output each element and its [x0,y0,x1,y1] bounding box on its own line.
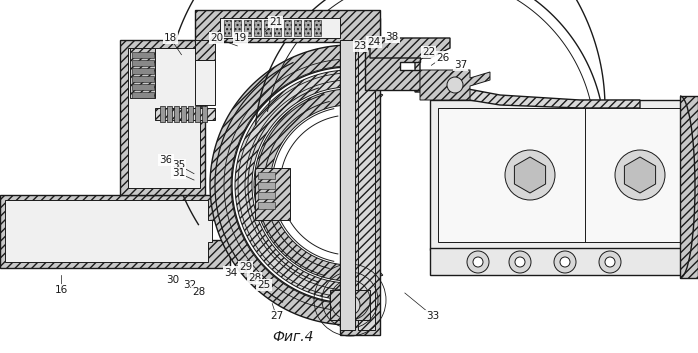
Text: 32: 32 [184,280,196,289]
Text: 16: 16 [55,285,68,295]
Polygon shape [195,40,215,60]
Polygon shape [195,10,380,42]
Circle shape [615,150,665,200]
Polygon shape [132,52,154,58]
Polygon shape [254,20,261,36]
Circle shape [473,257,483,267]
Polygon shape [258,202,275,209]
Polygon shape [340,40,355,330]
Polygon shape [254,89,383,281]
Polygon shape [220,18,340,38]
Circle shape [505,150,555,200]
Polygon shape [132,92,154,98]
Polygon shape [255,168,290,220]
Text: 31: 31 [172,168,185,178]
Polygon shape [625,157,655,193]
Circle shape [626,161,654,189]
Polygon shape [258,172,275,179]
Polygon shape [314,20,321,36]
Polygon shape [258,192,275,199]
Polygon shape [195,106,200,122]
Polygon shape [174,106,179,122]
Text: 26: 26 [436,53,449,62]
Polygon shape [415,40,640,108]
Text: 22: 22 [422,47,435,57]
Polygon shape [235,70,380,300]
Text: 18: 18 [164,33,177,43]
Polygon shape [430,248,695,275]
Polygon shape [128,48,200,188]
Circle shape [509,251,531,273]
Text: 36: 36 [160,155,172,164]
Polygon shape [304,20,311,36]
Text: 21: 21 [269,17,282,27]
Text: 34: 34 [224,268,237,277]
Text: 37: 37 [454,60,467,70]
Circle shape [605,257,615,267]
Polygon shape [274,20,281,36]
Polygon shape [195,60,215,105]
Text: 29: 29 [239,262,252,272]
Text: 24: 24 [368,37,380,47]
Polygon shape [264,20,271,36]
Circle shape [467,251,489,273]
Text: 28: 28 [248,273,261,283]
Text: 30: 30 [167,275,179,285]
Polygon shape [210,45,374,325]
Polygon shape [294,20,301,36]
Polygon shape [132,60,154,66]
Circle shape [516,161,544,189]
Polygon shape [155,108,215,120]
Text: 19: 19 [235,33,247,43]
Text: Фиг.4: Фиг.4 [272,330,314,344]
Polygon shape [234,20,241,36]
Polygon shape [120,40,205,195]
Polygon shape [132,84,154,90]
Polygon shape [181,106,186,122]
Circle shape [554,251,576,273]
Circle shape [515,257,525,267]
Circle shape [599,251,621,273]
Polygon shape [438,108,688,242]
Polygon shape [224,20,231,36]
Polygon shape [284,20,291,36]
Polygon shape [0,195,230,268]
Polygon shape [420,70,490,100]
Polygon shape [340,18,380,335]
Polygon shape [132,76,154,82]
Circle shape [340,295,360,315]
Circle shape [447,77,463,93]
Polygon shape [430,100,695,250]
Polygon shape [130,48,155,98]
Text: 33: 33 [426,311,439,321]
Polygon shape [258,182,275,189]
Text: 23: 23 [354,41,366,51]
Polygon shape [160,106,165,122]
Polygon shape [330,290,370,320]
Polygon shape [244,20,251,36]
Polygon shape [365,42,420,90]
Text: 28: 28 [193,287,205,297]
Polygon shape [5,200,212,262]
Polygon shape [680,96,698,278]
Circle shape [560,257,570,267]
Polygon shape [188,106,193,122]
Polygon shape [132,68,154,74]
Text: 35: 35 [172,160,185,170]
Polygon shape [167,106,172,122]
Text: 25: 25 [258,280,270,290]
Text: 38: 38 [386,32,399,42]
Polygon shape [202,106,207,122]
Polygon shape [370,38,450,58]
Polygon shape [514,157,546,193]
Polygon shape [358,25,375,330]
Text: 27: 27 [270,311,283,321]
Text: 20: 20 [210,33,223,43]
